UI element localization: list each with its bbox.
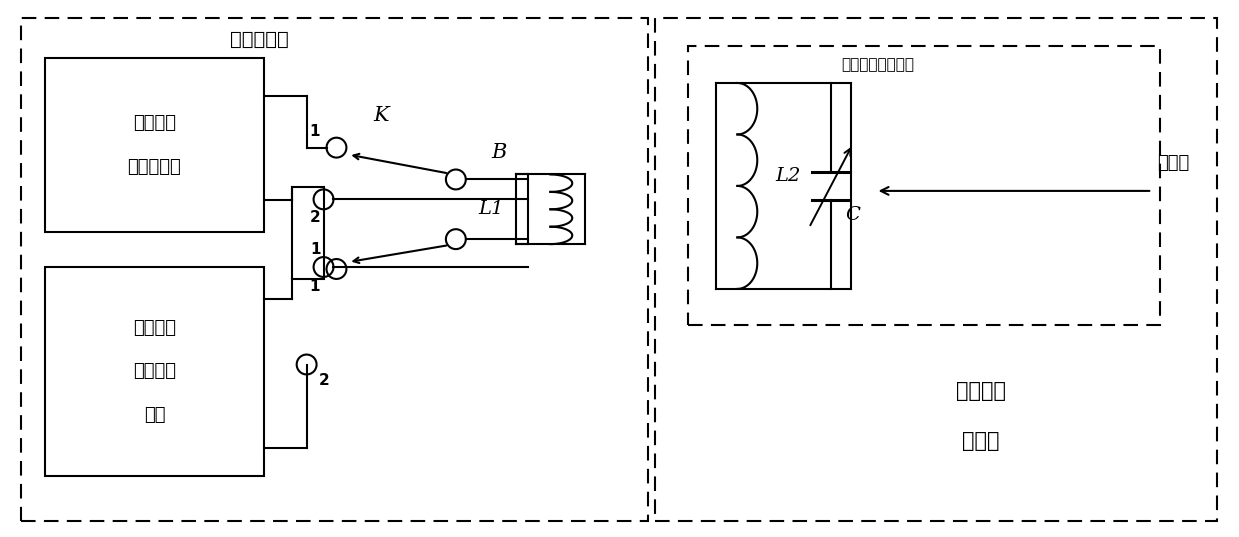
Text: K: K (373, 106, 389, 125)
Text: L2: L2 (776, 167, 800, 185)
Text: 电路: 电路 (144, 406, 165, 424)
Text: 2: 2 (320, 373, 330, 388)
Text: 电容或电感传感器: 电容或电感传感器 (841, 57, 914, 72)
Bar (45, 58, 264, 232)
Text: 传感器: 传感器 (961, 431, 1000, 451)
Text: 外部控制器: 外部控制器 (230, 30, 289, 49)
Text: 测量值: 测量值 (1157, 154, 1189, 172)
Bar (21, 18, 648, 521)
Bar (655, 18, 1217, 521)
Text: 谐振信号: 谐振信号 (133, 318, 176, 337)
Text: 无线无源: 无线无源 (955, 381, 1006, 401)
Text: L1: L1 (478, 200, 503, 219)
Bar (45, 267, 264, 476)
Text: 1: 1 (310, 279, 320, 294)
Text: 信号发生器: 信号发生器 (128, 158, 181, 176)
Text: 周期测量: 周期测量 (133, 362, 176, 381)
Bar (688, 46, 1160, 325)
Text: 脉冲激励: 脉冲激励 (133, 114, 176, 132)
Text: B: B (491, 143, 507, 162)
Text: C: C (845, 206, 860, 224)
Text: 2: 2 (310, 210, 321, 225)
Text: 1: 1 (310, 242, 321, 257)
Bar (291, 187, 323, 279)
Text: 1: 1 (310, 124, 320, 139)
